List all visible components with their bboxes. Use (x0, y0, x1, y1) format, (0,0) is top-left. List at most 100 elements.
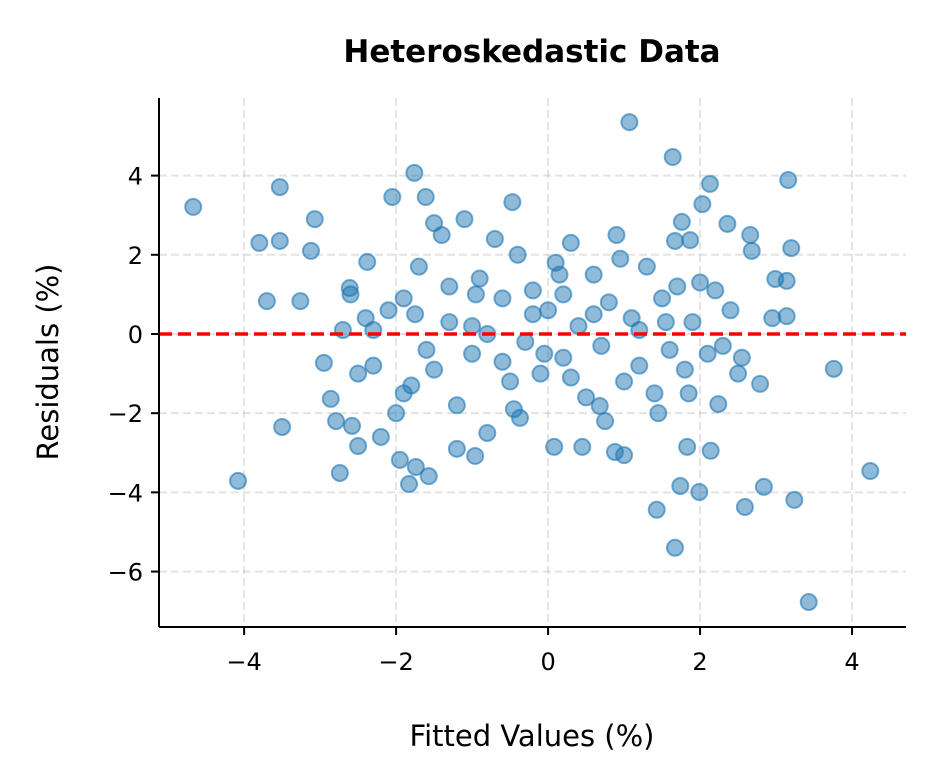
data-point (690, 482, 709, 501)
data-point (394, 289, 413, 308)
data-point (291, 292, 310, 311)
data-point (314, 353, 333, 372)
data-point (735, 498, 754, 517)
data-point (656, 313, 675, 332)
data-point (615, 372, 634, 391)
data-point (425, 360, 444, 379)
y-tick-label: 0 (128, 321, 143, 349)
data-point (675, 360, 694, 379)
data-point (330, 463, 349, 482)
data-point (390, 450, 409, 469)
data-point (504, 400, 523, 419)
data-point (596, 412, 615, 431)
data-point (463, 344, 482, 363)
data-point (637, 257, 656, 276)
data-point (671, 477, 690, 496)
data-point (721, 301, 740, 320)
data-point (343, 416, 362, 435)
data-point (709, 395, 728, 414)
data-point (478, 423, 497, 442)
data-point (327, 412, 346, 431)
data-point (713, 336, 732, 355)
data-point (301, 241, 320, 260)
data-point (406, 305, 425, 324)
data-point (741, 226, 760, 245)
data-point (607, 226, 626, 245)
data-point (406, 458, 425, 477)
data-point (573, 437, 592, 456)
data-point (785, 490, 804, 509)
data-point (349, 437, 368, 456)
data-point (523, 305, 542, 324)
data-point (693, 195, 712, 214)
data-point (508, 245, 527, 264)
data-point (584, 265, 603, 284)
data-point (184, 197, 203, 216)
data-point (545, 437, 564, 456)
data-point (466, 285, 485, 304)
data-point (394, 384, 413, 403)
data-point (799, 593, 818, 612)
data-point (751, 374, 770, 393)
data-point (679, 384, 698, 403)
data-point (455, 210, 474, 229)
data-point (653, 289, 672, 308)
data-point (782, 239, 801, 258)
data-point (620, 113, 639, 132)
data-point (754, 477, 773, 496)
data-point (663, 147, 682, 166)
data-point (861, 461, 880, 480)
y-axis-label: Residuals (%) (31, 264, 65, 461)
data-point (561, 368, 580, 387)
data-point (409, 257, 428, 276)
data-point (554, 348, 573, 367)
data-point (440, 313, 459, 332)
data-point (777, 307, 796, 326)
data-point (569, 317, 588, 336)
axes (151, 98, 906, 635)
data-point (270, 178, 289, 197)
y-tick-label: −2 (108, 400, 143, 428)
data-point (417, 340, 436, 359)
data-point (305, 210, 324, 229)
chart-title: Heteroskedastic Data (343, 34, 720, 70)
data-point (383, 187, 402, 206)
data-point (419, 467, 438, 486)
data-point (379, 301, 398, 320)
data-point (742, 241, 761, 260)
data-point (523, 281, 542, 300)
data-point (824, 359, 843, 378)
y-tick-label: 2 (128, 242, 143, 270)
data-point (463, 317, 482, 336)
data-point (447, 439, 466, 458)
data-point (447, 396, 466, 415)
x-tick-label: −2 (378, 648, 413, 676)
data-point (358, 252, 377, 271)
data-point (605, 442, 624, 461)
y-tick-label: 4 (128, 163, 143, 191)
data-point (777, 271, 796, 290)
data-point (649, 404, 668, 423)
data-point (550, 265, 569, 284)
data-point (539, 301, 558, 320)
data-point (405, 163, 424, 182)
data-point (672, 212, 691, 231)
data-point (485, 229, 504, 248)
data-point (599, 293, 618, 312)
data-point (611, 249, 630, 268)
data-point (678, 437, 697, 456)
data-point (681, 231, 700, 250)
data-point (577, 388, 596, 407)
data-point (466, 446, 485, 465)
points (184, 113, 880, 612)
data-point (763, 309, 782, 328)
data-point (349, 364, 368, 383)
data-point (416, 187, 435, 206)
y-tick-label: −6 (108, 559, 143, 587)
data-point (440, 277, 459, 296)
data-point (691, 273, 710, 292)
data-point (321, 389, 340, 408)
x-tick-labels: −4 −2 0 2 4 (226, 648, 859, 676)
data-point (779, 170, 798, 189)
